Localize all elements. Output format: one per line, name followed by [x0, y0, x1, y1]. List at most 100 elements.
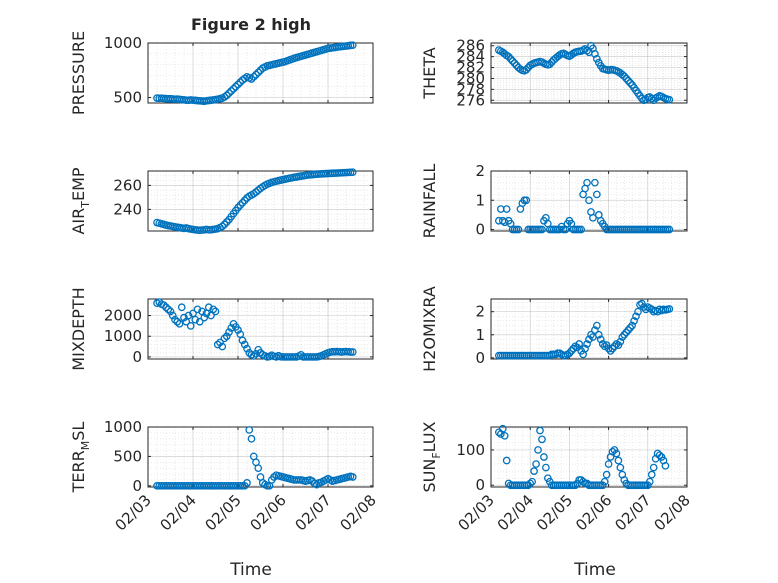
y-label-subscript: M [79, 441, 92, 451]
y-axis-label: TERRMSL [69, 422, 92, 494]
data-point [240, 196, 249, 205]
data-point [193, 305, 202, 314]
data-point [512, 61, 521, 70]
data-point [173, 317, 182, 326]
subplot-6: 0 1 2 H2OMIXRA [420, 286, 688, 372]
data-point [263, 481, 272, 490]
y-tick-label: 0 [475, 476, 485, 494]
data-series [494, 299, 674, 360]
data-series [153, 168, 357, 235]
data-point [628, 321, 636, 330]
axes-box [490, 170, 688, 232]
y-tick-label: 1 [475, 191, 485, 209]
data-point [171, 315, 179, 324]
y-tick-label: 280 [456, 69, 485, 87]
data-series [494, 41, 674, 105]
y-label-rest: LUX [420, 421, 439, 452]
data-point [238, 198, 247, 207]
data-point [249, 72, 258, 81]
y-tick-label: 1000 [104, 418, 142, 436]
data-point [647, 470, 656, 479]
axes-box [147, 42, 374, 104]
data-point [538, 435, 546, 444]
data-point [243, 344, 251, 353]
data-point [249, 352, 258, 360]
y-tick-label: 260 [113, 176, 142, 194]
data-point [592, 190, 601, 199]
data-point [569, 344, 578, 353]
x-axis-label-right: Time [573, 560, 616, 580]
data-point [166, 307, 175, 316]
data-point [591, 178, 599, 187]
data-point [346, 348, 355, 356]
data-point [598, 340, 607, 348]
y-tick-label: 0 [132, 477, 142, 495]
x-axis-label-left: Time [229, 560, 272, 580]
data-point [236, 201, 245, 210]
data-point [528, 477, 537, 486]
data-point [348, 473, 357, 481]
y-axis-label: MIXDEPTH [69, 287, 88, 370]
axes-box [490, 426, 688, 488]
data-point [610, 342, 619, 351]
data-point [225, 89, 233, 98]
data-point [649, 463, 658, 472]
y-label-main: TERR [69, 450, 88, 493]
data-point [579, 477, 587, 486]
data-point [624, 76, 633, 85]
data-point [195, 317, 204, 326]
data-point [348, 348, 357, 356]
data-point [620, 330, 629, 339]
data-point [510, 59, 519, 68]
data-point [177, 303, 186, 312]
y-tick-label: 0 [475, 221, 485, 239]
data-point [175, 319, 184, 328]
data-point [164, 305, 173, 314]
data-point [168, 311, 177, 320]
data-point [222, 332, 231, 341]
data-point [526, 479, 535, 488]
data-point [547, 58, 556, 66]
data-point [583, 178, 591, 187]
data-point [616, 337, 625, 346]
data-point [247, 434, 256, 443]
data-point [585, 196, 593, 205]
y-label-main: AIR [69, 208, 88, 235]
y-tick-label: 284 [456, 48, 485, 66]
data-point [200, 313, 209, 322]
y-tick-label: 1 [475, 326, 485, 344]
data-point [616, 463, 625, 472]
data-point [522, 196, 531, 205]
y-tick-label: 2 [475, 162, 485, 180]
data-point [634, 307, 642, 316]
data-point [665, 225, 674, 234]
data-point [227, 324, 236, 332]
data-point [502, 205, 511, 213]
data-point [542, 463, 550, 472]
figure-title: Figure 2 high [191, 15, 311, 34]
y-label-subscript: F [430, 452, 443, 458]
y-tick-label: 1000 [104, 34, 142, 52]
data-point [602, 470, 611, 479]
data-point [220, 334, 229, 343]
data-point [162, 303, 170, 312]
data-series [153, 298, 357, 361]
data-point [540, 453, 548, 461]
data-point [240, 340, 249, 349]
y-tick-label: 286 [456, 37, 485, 55]
y-tick-label: 2000 [104, 307, 142, 325]
data-point [618, 333, 627, 341]
data-point [508, 57, 517, 65]
data-point [211, 307, 220, 316]
data-point [614, 456, 623, 465]
data-point [209, 305, 218, 314]
data-point [180, 313, 188, 322]
data-point [213, 340, 222, 349]
y-tick-label: 100 [456, 441, 485, 459]
data-point [290, 353, 299, 361]
data-point [218, 222, 227, 231]
y-axis-label: AIRTEMP [69, 167, 92, 234]
